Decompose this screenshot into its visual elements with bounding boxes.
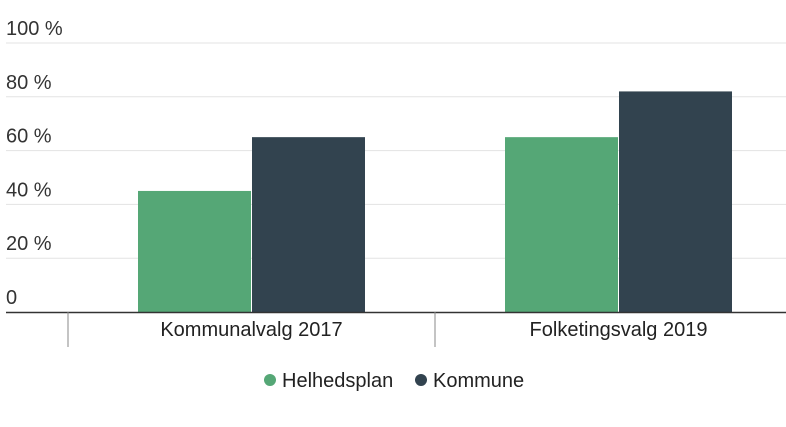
- bar-kommune-1: [252, 137, 365, 312]
- y-tick-label: 20 %: [6, 233, 52, 255]
- y-tick-label: 0: [6, 287, 17, 309]
- legend: Helhedsplan Kommune: [264, 370, 524, 392]
- y-tick-label: 80 %: [6, 72, 52, 94]
- y-axis-ticks: 0 20 % 40 % 60 % 80 % 100 %: [6, 18, 63, 309]
- bars: [138, 91, 732, 312]
- x-tick-label: Kommunalvalg 2017: [160, 319, 342, 341]
- legend-item-helhedsplan: Helhedsplan: [264, 370, 393, 392]
- legend-marker: [264, 374, 276, 386]
- y-tick-label: 40 %: [6, 179, 52, 201]
- bar-kommune-2: [619, 91, 732, 312]
- x-axis-ticks: Kommunalvalg 2017 Folketingsvalg 2019: [160, 319, 707, 341]
- x-tick-label: Folketingsvalg 2019: [530, 319, 708, 341]
- legend-marker: [415, 374, 427, 386]
- y-tick-label: 100 %: [6, 18, 63, 40]
- x-axis: [6, 311, 786, 347]
- bar-helhedsplan-1: [138, 190, 251, 312]
- legend-label: Kommune: [433, 370, 524, 392]
- y-tick-label: 60 %: [6, 126, 52, 148]
- legend-item-kommune: Kommune: [415, 370, 524, 392]
- bar-helhedsplan-2: [505, 137, 618, 312]
- legend-label: Helhedsplan: [282, 370, 393, 392]
